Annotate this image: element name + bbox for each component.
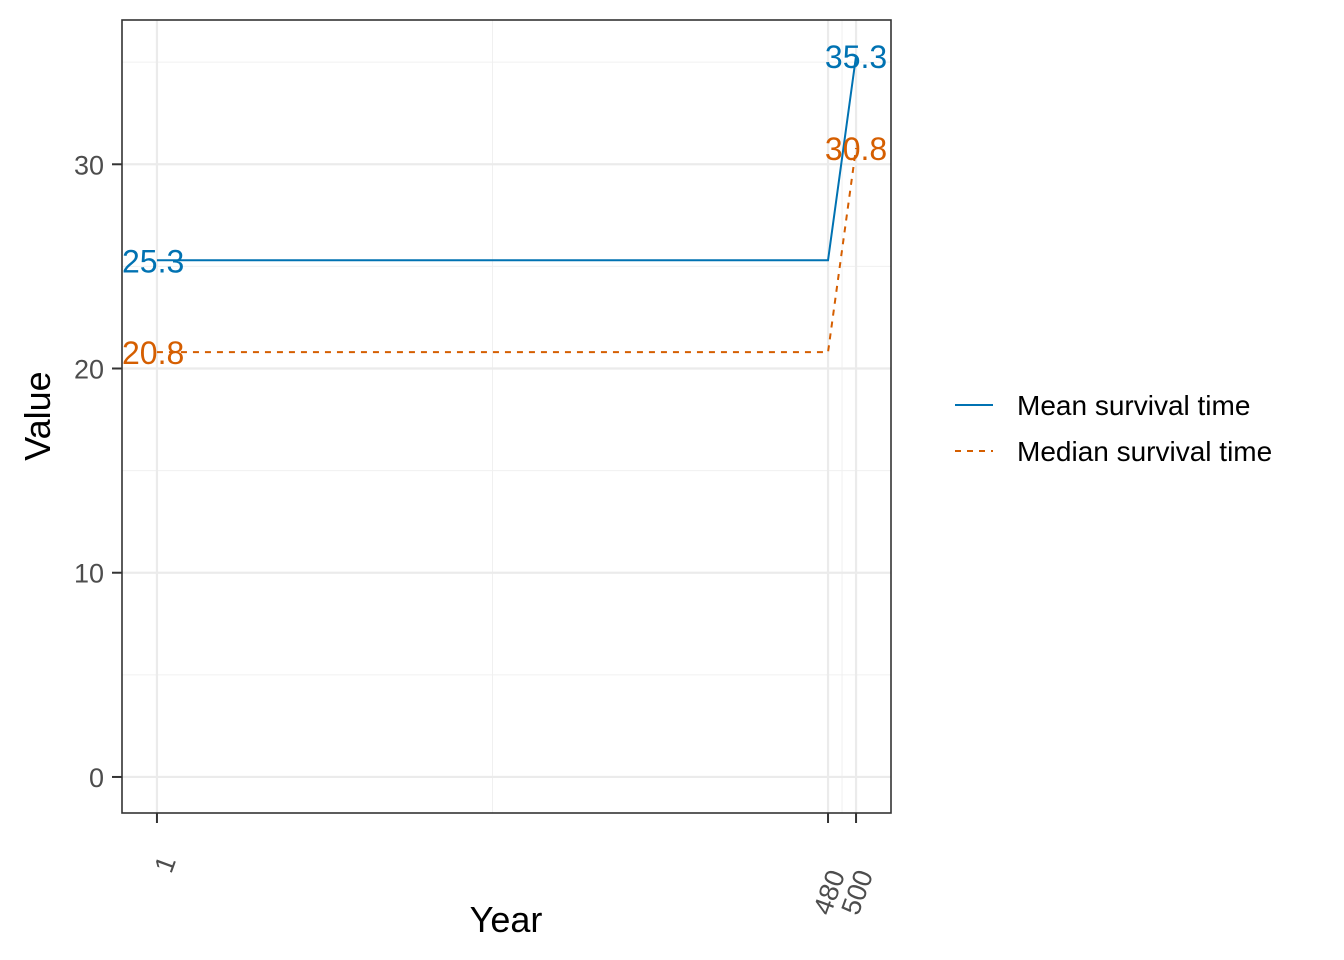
data-labels: 25.3 35.3 20.8 30.8 xyxy=(122,39,887,371)
plot-panel-border xyxy=(121,19,892,814)
x-tick-label: 1 xyxy=(149,852,182,876)
y-axis-title: Value xyxy=(17,371,58,460)
y-tick-label: 10 xyxy=(74,559,104,589)
legend: Mean survival time Median survival time xyxy=(955,390,1272,467)
series-line-mean xyxy=(156,55,858,262)
major-gridlines xyxy=(122,20,891,813)
y-tick-label: 20 xyxy=(74,355,104,385)
series-line-median xyxy=(156,147,858,354)
legend-label: Mean survival time xyxy=(1017,390,1250,421)
data-label: 35.3 xyxy=(825,39,887,75)
y-axis: 0 10 20 30 xyxy=(74,150,122,793)
data-label: 30.8 xyxy=(825,131,887,167)
data-label: 25.3 xyxy=(122,243,184,279)
data-label: 20.8 xyxy=(122,335,184,371)
series-lines xyxy=(156,55,858,354)
y-tick-label: 0 xyxy=(89,763,104,793)
minor-gridlines xyxy=(122,20,891,813)
x-axis-title: Year xyxy=(470,899,543,940)
y-tick-label: 30 xyxy=(74,150,104,180)
legend-label: Median survival time xyxy=(1017,436,1272,467)
